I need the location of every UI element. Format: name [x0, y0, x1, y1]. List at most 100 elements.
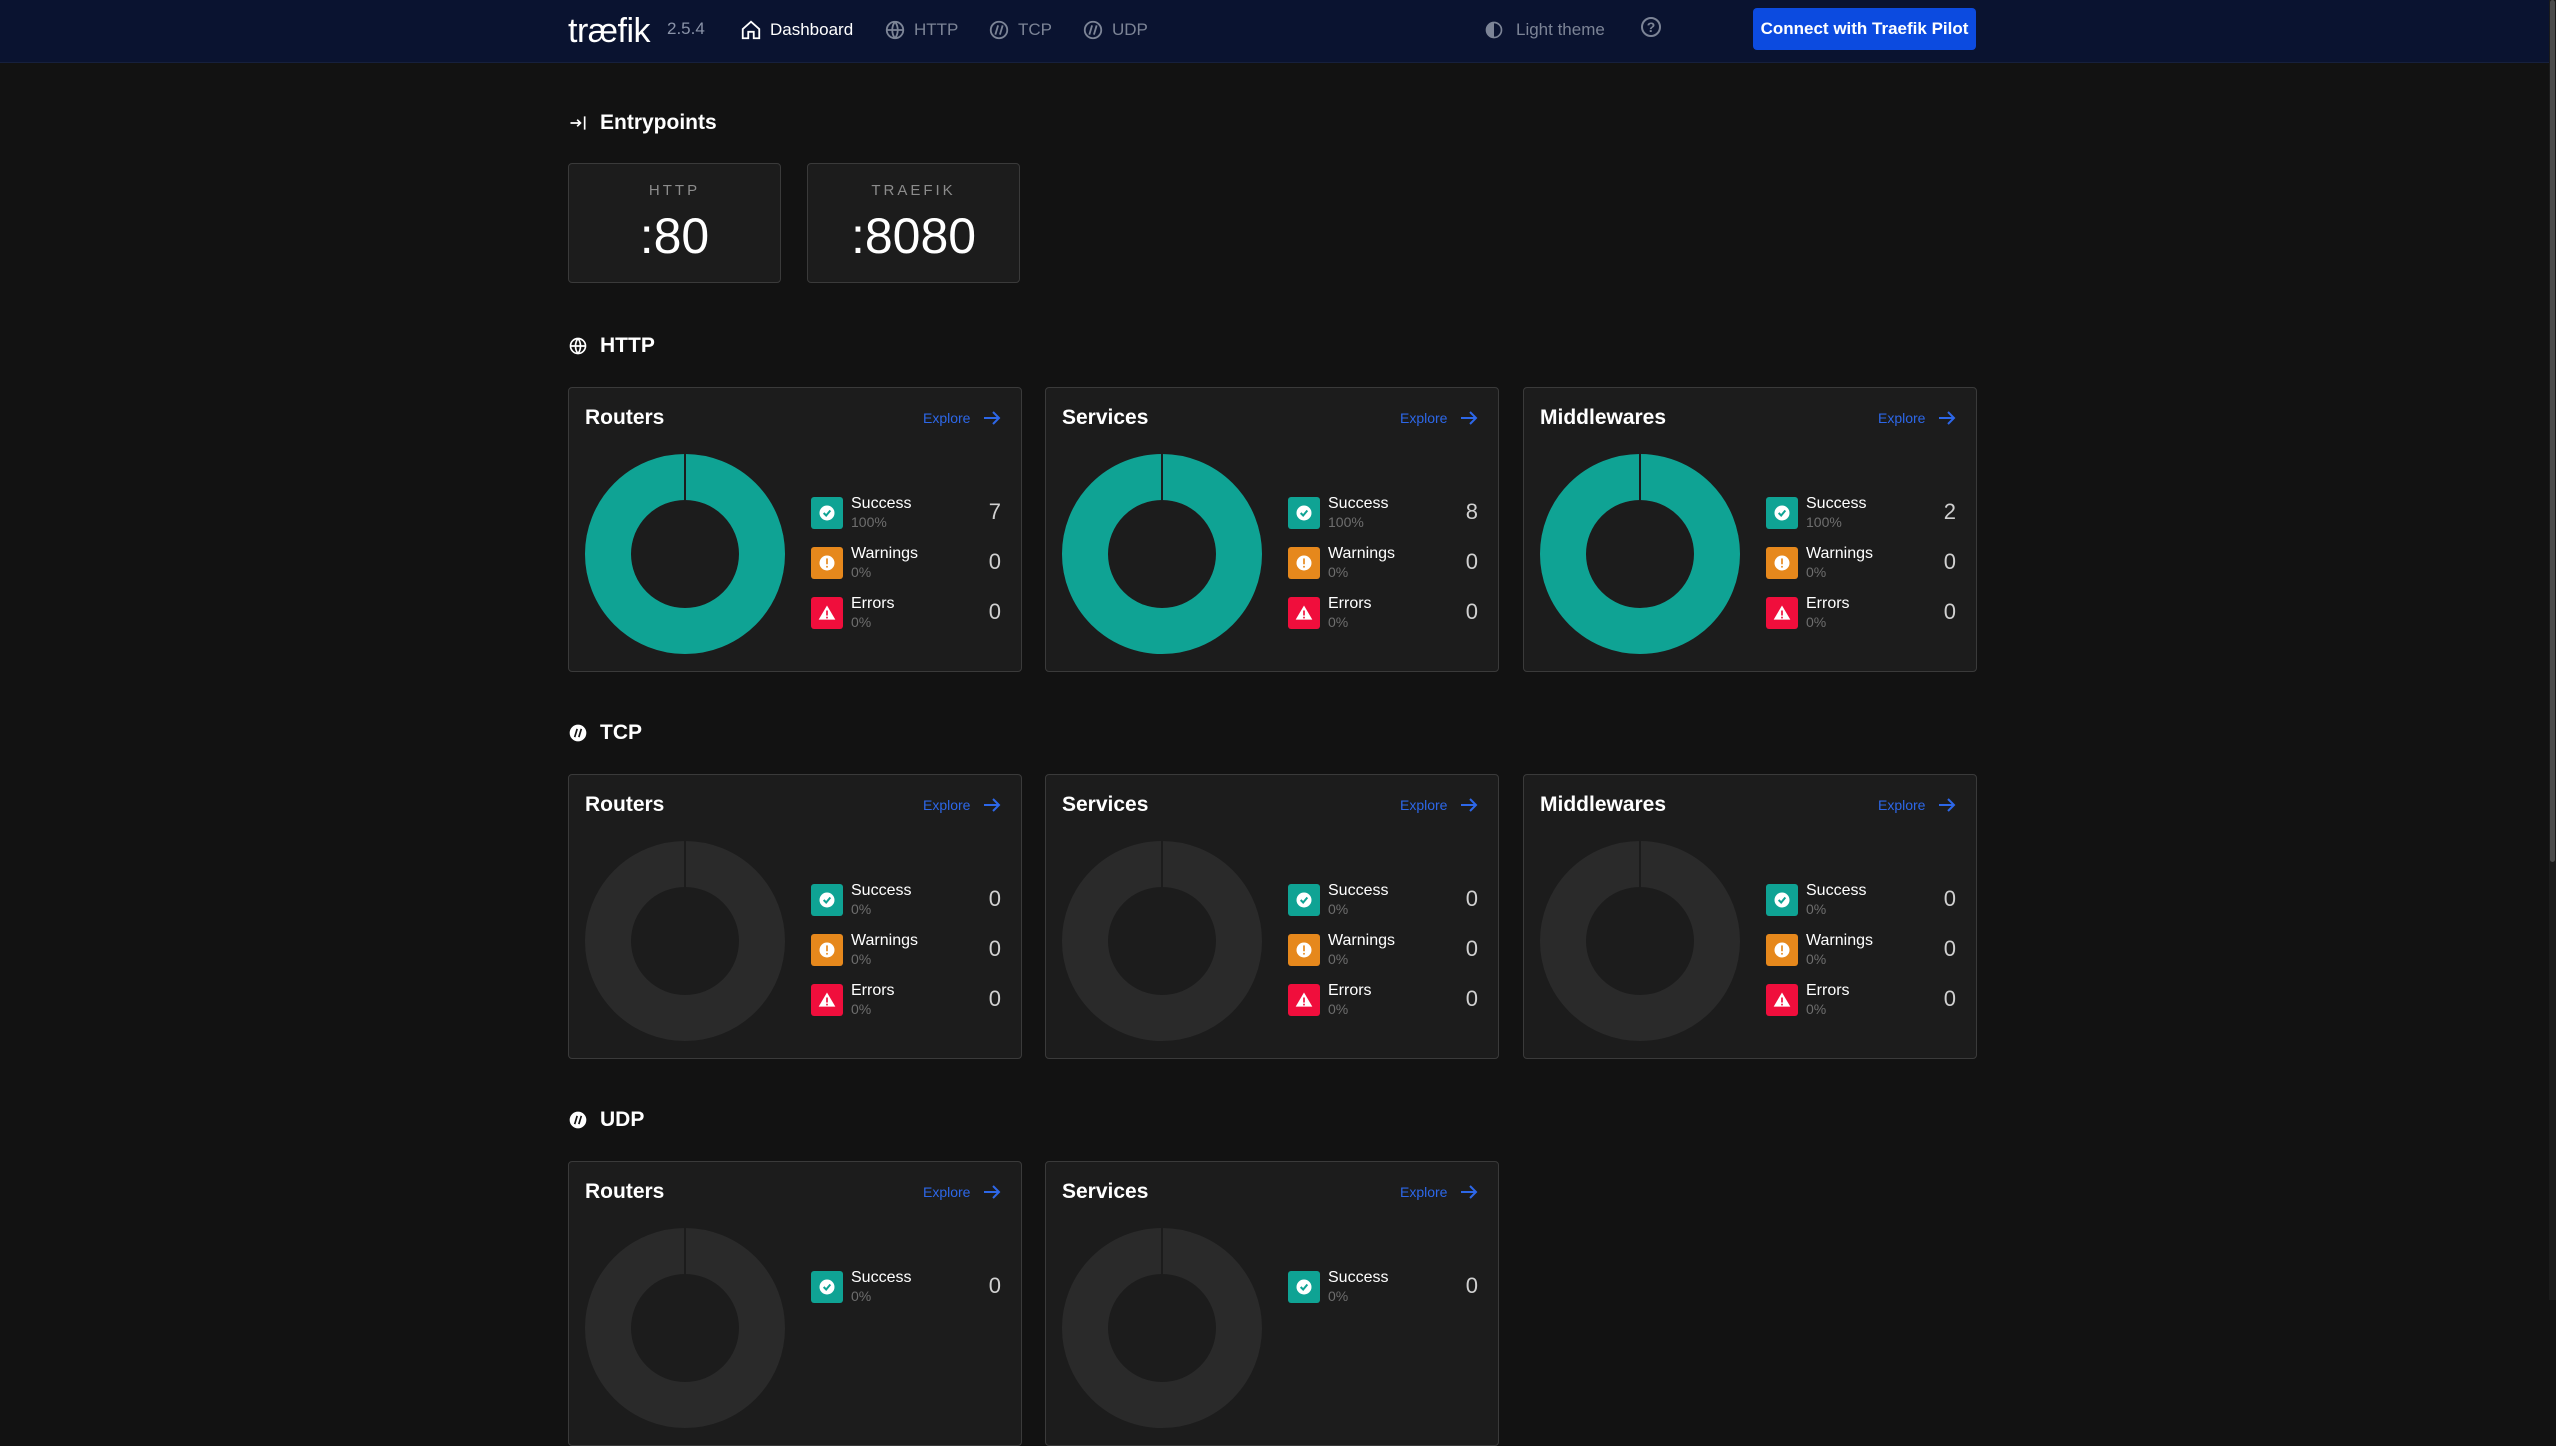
errors-badge [1288, 597, 1320, 629]
http-middlewares-card: Middlewares Explore Success 100% 2 Warnings 0%… [1523, 387, 1977, 672]
stat-warnings: Warnings 0% 0 [811, 932, 1001, 968]
nav-dashboard-label: Dashboard [770, 20, 854, 39]
udp-title: UDP [600, 1108, 645, 1131]
explore-link[interactable]: Explore [1878, 410, 1957, 426]
stat-percent: 0% [851, 614, 872, 630]
arrow-right-icon [1939, 798, 1956, 812]
help-icon[interactable]: ? [1641, 17, 1661, 37]
stat-success: Success 0% 0 [811, 882, 1001, 918]
stat-label: Warnings [851, 545, 918, 562]
exclamation-icon [819, 555, 835, 571]
warning-triangle-icon [1773, 605, 1791, 620]
explore-link[interactable]: Explore [1878, 797, 1957, 813]
nav-udp-label: UDP [1112, 20, 1148, 39]
stat-count: 0 [988, 936, 1001, 961]
stat-success: Success 0% 0 [1766, 882, 1956, 918]
exclamation-icon [819, 942, 835, 958]
stat-errors: Errors 0% 0 [1766, 982, 1956, 1018]
explore-link[interactable]: Explore [1400, 410, 1479, 426]
stat-count: 0 [988, 1273, 1001, 1298]
entrypoint-name: HTTP [648, 182, 701, 199]
explore-label: Explore [923, 410, 971, 426]
nav-http[interactable]: HTTP [884, 16, 958, 44]
stat-count: 0 [1465, 599, 1478, 624]
check-icon [1774, 505, 1790, 521]
tcp-middlewares-card: Middlewares Explore Success 0% 0 Warnings 0% 0 E… [1523, 774, 1977, 1059]
check-icon [819, 892, 835, 908]
explore-link[interactable]: Explore [923, 1184, 1002, 1200]
stat-count: 0 [1943, 936, 1956, 961]
explore-label: Explore [1400, 1184, 1448, 1200]
status-donut-chart [585, 1228, 785, 1428]
check-icon [1296, 892, 1312, 908]
nav-udp[interactable]: UDP [1082, 16, 1148, 44]
stat-label: Success [1328, 882, 1389, 899]
tcp-icon [989, 20, 1009, 40]
traefik-logo[interactable]: træfik [568, 12, 651, 50]
stat-percent: 0% [1328, 564, 1349, 580]
explore-link[interactable]: Explore [923, 797, 1002, 813]
stat-label: Success [851, 1269, 912, 1286]
explore-label: Explore [1400, 797, 1448, 813]
status-donut-chart [1062, 454, 1262, 654]
connect-traefik-pilot-button[interactable]: Connect with Traefik Pilot [1753, 8, 1976, 50]
status-donut-chart [585, 841, 785, 1041]
scrollbar-thumb[interactable] [2550, 0, 2555, 862]
stat-label: Warnings [1328, 545, 1395, 562]
stat-percent: 0% [1328, 614, 1349, 630]
http-routers-card: Routers Explore Success 100% 7 Warnings 0% 0 Err… [568, 387, 1022, 672]
exclamation-icon [1774, 942, 1790, 958]
home-icon [741, 20, 761, 40]
globe-icon [885, 20, 905, 40]
stat-count: 0 [1943, 986, 1956, 1011]
stat-count: 0 [1465, 886, 1478, 911]
udp-icon [569, 1111, 587, 1129]
success-badge [1288, 1271, 1320, 1303]
card-title: Middlewares [1540, 406, 1667, 429]
stat-label: Errors [1328, 982, 1372, 999]
stat-success: Success 100% 8 [1288, 495, 1478, 531]
stat-count: 8 [1465, 499, 1478, 524]
stat-count: 0 [988, 599, 1001, 624]
success-badge [1288, 884, 1320, 916]
donut-success-segment [585, 454, 785, 654]
status-donut-chart [1540, 841, 1740, 1041]
explore-label: Explore [923, 1184, 971, 1200]
warnings-badge [811, 934, 843, 966]
entrypoints-title: Entrypoints [600, 111, 717, 134]
entrypoint-icon [570, 116, 586, 130]
status-donut-chart [1062, 1228, 1262, 1428]
check-icon [819, 505, 835, 521]
arrow-right-icon [984, 411, 1001, 425]
udp-icon [1083, 20, 1103, 40]
nav-dashboard[interactable]: Dashboard [740, 16, 853, 44]
explore-label: Explore [923, 797, 971, 813]
card-title: Routers [585, 406, 665, 429]
stat-warnings: Warnings 0% 0 [1288, 932, 1478, 968]
donut-success-segment [1062, 454, 1262, 654]
check-icon [819, 1279, 835, 1295]
stat-percent: 0% [851, 1001, 872, 1017]
top-navbar: træfik 2.5.4 Dashboard HTTP TCP UDP Ligh… [0, 0, 2549, 63]
card-title: Services [1062, 406, 1149, 429]
card-title: Services [1062, 1180, 1149, 1203]
explore-link[interactable]: Explore [1400, 1184, 1479, 1200]
stat-percent: 0% [851, 564, 872, 580]
stat-count: 0 [1465, 936, 1478, 961]
stat-label: Warnings [851, 932, 918, 949]
explore-link[interactable]: Explore [923, 410, 1002, 426]
entrypoints-section-title: Entrypoints [568, 108, 717, 138]
globe-icon [569, 337, 587, 355]
stat-label: Success [1328, 1269, 1389, 1286]
donut-track [585, 841, 785, 1041]
version-label: 2.5.4 [667, 19, 705, 38]
tcp-section-title: TCP [568, 718, 642, 748]
success-badge [811, 884, 843, 916]
theme-toggle[interactable]: Light theme [1484, 16, 1605, 44]
warnings-badge [1288, 934, 1320, 966]
entrypoint-port: :80 [639, 208, 710, 264]
explore-link[interactable]: Explore [1400, 797, 1479, 813]
nav-tcp[interactable]: TCP [988, 16, 1052, 44]
http-services-card: Services Explore Success 100% 8 Warnings 0% 0 Er… [1045, 387, 1499, 672]
check-icon [1774, 892, 1790, 908]
